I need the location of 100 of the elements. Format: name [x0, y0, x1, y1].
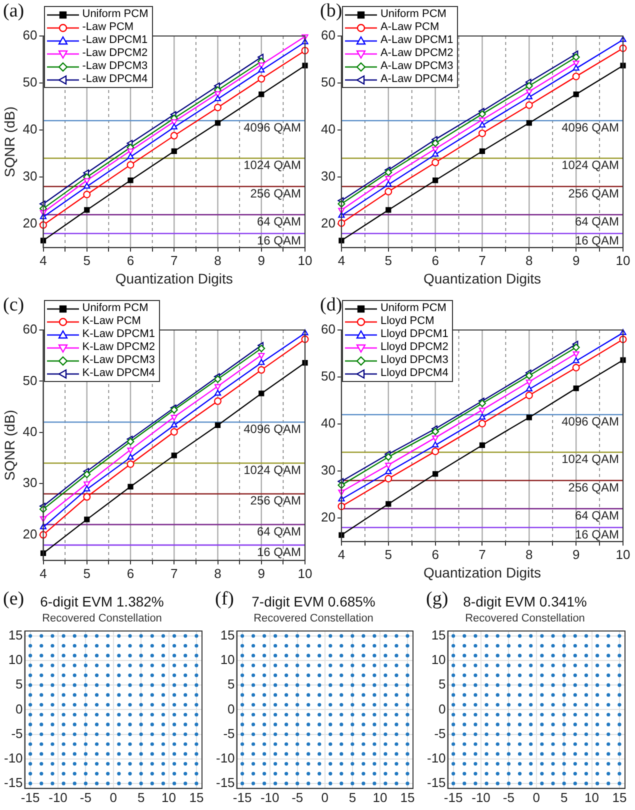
chart-subtitle: Recovered Constellation [42, 612, 162, 624]
legend-label: Lloyd DPCM1 [380, 328, 448, 341]
legend-label: Lloyd DPCM3 [380, 354, 448, 367]
legend-label: Uniform PCM [380, 302, 446, 315]
ref-line-label: 1024 QAM [244, 158, 301, 172]
y-tick-label: -5 [11, 726, 23, 741]
x-tick-label: -10 [48, 790, 68, 805]
x-tick-label: 7 [170, 252, 178, 268]
text: (a) [3, 0, 24, 22]
x-tick-label: -5 [502, 790, 514, 805]
x-axis-title: Quantization Digits [423, 564, 541, 580]
ref-line-label: 16 QAM [256, 544, 302, 559]
legend-label: A-Law PCM [380, 21, 440, 34]
y-tick-label: 40 [320, 416, 336, 431]
y-tick-label: 15 [431, 627, 446, 642]
y-tick-label: 40 [22, 424, 38, 439]
y-tick-label: 50 [320, 74, 336, 90]
legend-label: -Law DPCM4 [82, 73, 148, 86]
y-tick-label: 40 [22, 122, 38, 137]
ref-line-label: 64 QAM [574, 508, 620, 522]
x-tick-label: 9 [258, 252, 265, 268]
ref-line-label: 1024 QAM [244, 462, 301, 477]
x-tick-label: 4 [338, 252, 346, 268]
chart-title: 7-digit EVM 0.685% [252, 593, 376, 610]
y-tick-label: 50 [22, 372, 38, 388]
y-tick-label: -15 [4, 775, 23, 790]
x-tick-label: 15 [189, 790, 204, 805]
y-tick-label: 10 [431, 652, 446, 668]
x-tick-label: -10 [260, 790, 280, 805]
y-tick-label: -15 [216, 775, 235, 790]
x-tick-label: 9 [572, 546, 580, 562]
ref-line-label: 4096 QAM [244, 120, 301, 134]
text: (c) [3, 294, 24, 316]
y-axis-title: SQNR (dB) [1, 106, 18, 178]
legend-label: K-Law DPCM3 [82, 354, 155, 367]
y-tick-label: 10 [220, 652, 235, 668]
x-tick-label: 8 [214, 252, 222, 268]
x-tick-label: 7 [478, 252, 486, 268]
y-tick-label: 0 [438, 701, 446, 716]
x-tick-label: 4 [338, 546, 346, 562]
ref-line-label: 256 QAM [250, 186, 301, 200]
x-tick-label: 5 [384, 546, 392, 562]
ref-line-label: 64 QAM [574, 214, 620, 228]
ref-line-label: 4096 QAM [562, 120, 619, 134]
text: (e) [3, 588, 24, 610]
text: (g) [426, 588, 448, 610]
x-axis-title: Quantization Digits [115, 270, 233, 286]
legend-label: A-Law DPCM1 [380, 34, 454, 47]
x-tick-label: 6 [126, 252, 134, 268]
x-tick-label: 10 [616, 546, 630, 562]
x-tick-label: 10 [372, 790, 388, 805]
ref-line-label: 64 QAM [256, 214, 302, 228]
x-tick-label: 4 [40, 252, 47, 268]
y-tick-label: -10 [216, 750, 235, 766]
y-tick-label: 60 [320, 322, 336, 337]
x-tick-label: 10 [162, 790, 176, 805]
y-tick-label: 5 [228, 676, 235, 692]
x-tick-label: 6 [432, 546, 439, 562]
ref-line-label: 4096 QAM [562, 414, 619, 428]
x-tick-label: 0 [110, 790, 118, 805]
legend-label: -Law DPCM2 [82, 47, 148, 60]
x-tick-label: -5 [80, 790, 92, 805]
legend-label: Lloyd DPCM2 [380, 341, 448, 354]
x-tick-label: -5 [292, 790, 304, 805]
y-tick-label: 5 [16, 676, 23, 692]
x-tick-label: 9 [258, 566, 265, 581]
y-tick-label: 20 [22, 216, 38, 231]
chart-subtitle: Recovered Constellation [254, 612, 374, 624]
ref-line-label: 64 QAM [256, 524, 302, 538]
x-tick-label: 8 [526, 252, 533, 268]
legend-label: Lloyd PCM [380, 315, 434, 328]
legend-label: Lloyd DPCM4 [380, 367, 448, 380]
y-tick-label: -5 [434, 726, 446, 741]
x-tick-label: 0 [532, 790, 540, 805]
x-tick-label: 9 [572, 252, 580, 268]
chart-title: 8-digit EVM 0.341% [463, 593, 587, 610]
x-tick-label: 8 [214, 566, 222, 581]
y-tick-label: 0 [16, 701, 23, 716]
y-tick-label: -5 [223, 726, 235, 741]
x-tick-label: 10 [298, 252, 312, 268]
y-tick-label: 50 [22, 74, 38, 90]
legend-label: Uniform PCM [82, 302, 148, 315]
legend-label: K-Law DPCM1 [82, 328, 155, 341]
x-tick-label: 6 [432, 252, 439, 268]
ref-line-label: 16 QAM [574, 527, 620, 542]
y-tick-label: 30 [320, 168, 336, 184]
y-tick-label: 30 [320, 462, 336, 478]
legend-label: K-Law PCM [82, 315, 141, 328]
y-tick-label: 20 [320, 216, 336, 231]
y-tick-label: 20 [320, 510, 336, 525]
text: (f) [215, 588, 234, 610]
ref-line-label: 256 QAM [568, 186, 619, 200]
x-tick-label: 15 [612, 790, 627, 805]
x-tick-label: 4 [40, 566, 47, 581]
y-tick-label: -10 [4, 750, 23, 766]
y-tick-label: 15 [8, 627, 23, 642]
y-tick-label: 60 [22, 28, 38, 43]
y-tick-label: 20 [22, 526, 38, 542]
ref-line-label: 256 QAM [250, 494, 301, 508]
x-tick-label: 7 [170, 566, 178, 581]
